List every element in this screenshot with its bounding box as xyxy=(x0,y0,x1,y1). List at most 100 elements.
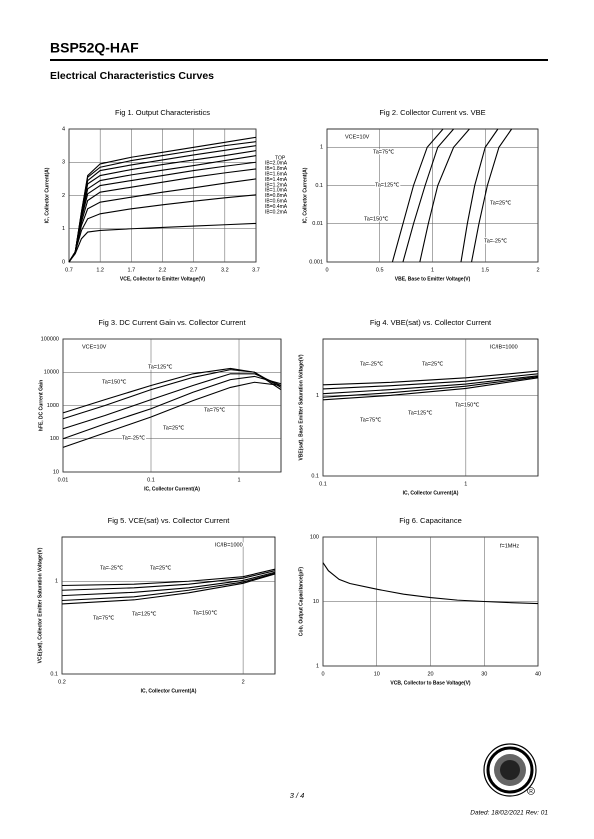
data-line xyxy=(391,128,444,263)
x-tick-label: 0.1 xyxy=(147,477,155,483)
x-tick-label: 2 xyxy=(242,679,245,685)
x-tick-label: 3.7 xyxy=(252,267,260,273)
y-axis-label: IC, Collector Current(A) xyxy=(302,167,308,223)
data-line xyxy=(61,571,276,597)
data-line xyxy=(68,194,257,263)
y-axis-label: VCE(sat), Collector Emitter Saturation V… xyxy=(37,547,43,663)
legend-item: IB=1.4mA xyxy=(265,177,288,183)
x-tick-label: 1.7 xyxy=(128,267,136,273)
section-title: Electrical Characteristics Curves xyxy=(50,70,214,82)
y-tick-label: 1 xyxy=(320,145,323,151)
x-tick-label: 1.2 xyxy=(96,267,104,273)
y-tick-label: 10000 xyxy=(44,370,59,376)
legend-item: IB=1.8mA xyxy=(265,166,288,172)
data-line xyxy=(62,373,282,430)
y-tick-label: 0.1 xyxy=(315,183,323,189)
data-line xyxy=(470,128,513,263)
y-tick-label: 0.1 xyxy=(50,671,58,677)
x-tick-label: 0.5 xyxy=(376,267,384,273)
x-tick-label: 0 xyxy=(325,267,328,273)
curve-label: Ta=150℃ xyxy=(102,379,127,385)
curve-label: Ta=75℃ xyxy=(373,149,395,155)
curve-label: Ta=25℃ xyxy=(490,200,512,206)
curve-label: Ta=25℃ xyxy=(163,425,185,431)
doc-title: BSP52Q-HAF xyxy=(50,40,139,56)
chart-title: Fig 3. DC Current Gain vs. Collector Cur… xyxy=(98,318,246,327)
data-line xyxy=(322,375,539,395)
chart-title: Fig 4. VBE(sat) vs. Collector Current xyxy=(370,318,492,327)
curve-label: Ta=150℃ xyxy=(364,216,389,222)
chart-title: Fig 6. Capacitance xyxy=(399,516,462,525)
y-tick-label: 100000 xyxy=(41,336,59,342)
annotation: IC/IB=1000 xyxy=(215,542,243,548)
x-tick-label: 0.7 xyxy=(65,267,73,273)
page-number: 3 / 4 xyxy=(290,791,305,800)
annotation: IC/IB=1000 xyxy=(490,344,518,350)
x-axis-label: VCB, Collector to Base Voltage(V) xyxy=(390,680,471,686)
curve-label: Ta=-25℃ xyxy=(360,361,384,367)
curve-label: Ta=125℃ xyxy=(148,364,173,370)
legend-item: IB=2.0mA xyxy=(265,161,288,167)
y-axis-label: hFE, DC Current Gain xyxy=(38,380,44,431)
data-line xyxy=(62,381,282,448)
data-line xyxy=(419,128,470,263)
y-tick-label: 1 xyxy=(62,226,65,232)
x-axis-label: VBE, Base to Emitter Voltage(V) xyxy=(395,276,471,282)
y-tick-label: 0.1 xyxy=(311,473,319,479)
y-tick-label: 2 xyxy=(62,193,65,199)
plot-area xyxy=(322,338,539,477)
y-tick-label: 1 xyxy=(316,663,319,669)
curve-label: Ta=125℃ xyxy=(408,410,433,416)
x-tick-label: 1 xyxy=(237,477,240,483)
y-axis-label: Cob, Output Capacitance(pF) xyxy=(298,567,304,637)
data-line xyxy=(61,573,276,605)
charts: Fig 1. Output Characteristics 0.7 1.2 1.7 2.… xyxy=(37,108,541,694)
x-tick-label: 2 xyxy=(536,267,539,273)
legend-title: TOP xyxy=(275,155,286,161)
chart-title: Fig 2. Collector Current vs. VBE xyxy=(379,108,485,117)
x-tick-label: 40 xyxy=(535,671,541,677)
annotation: f=1MHz xyxy=(500,543,519,549)
legend-item: IB=0.8mA xyxy=(265,193,288,199)
x-tick-label: 0.01 xyxy=(58,477,69,483)
x-tick-label: 20 xyxy=(427,671,433,677)
x-tick-label: 0.2 xyxy=(58,679,66,685)
y-tick-label: 10 xyxy=(313,599,319,605)
rule xyxy=(50,59,548,61)
legend-item: IB=1.2mA xyxy=(265,182,288,188)
x-tick-label: 2.7 xyxy=(190,267,198,273)
svg-text:R: R xyxy=(529,789,533,795)
data-line xyxy=(68,222,257,263)
legend-item: IB=1.0mA xyxy=(265,188,288,194)
x-tick-label: 1 xyxy=(464,481,467,487)
annotation: VCE=10V xyxy=(82,344,107,350)
curve-label: Ta=-25℃ xyxy=(122,435,146,441)
data-line xyxy=(322,376,539,398)
legend-item: IB=0.2mA xyxy=(265,209,288,215)
curve-label: Ta=150℃ xyxy=(193,610,218,616)
curve-label: Ta=75℃ xyxy=(93,615,115,621)
x-axis-label: VCE, Collector to Emitter Voltage(V) xyxy=(120,276,206,282)
x-axis-label: IC, Collector Current(A) xyxy=(403,490,459,496)
data-line xyxy=(62,375,282,440)
y-tick-label: 0 xyxy=(62,259,65,265)
y-tick-label: 0.01 xyxy=(312,221,323,227)
data-line xyxy=(68,178,257,263)
y-tick-label: 1000 xyxy=(47,403,59,409)
data-line xyxy=(460,128,499,263)
data-line xyxy=(322,370,539,386)
logo: R xyxy=(483,743,537,797)
curve-label: Ta=125℃ xyxy=(132,611,157,617)
chart-title: Fig 5. VCE(sat) vs. Collector Current xyxy=(108,516,231,525)
legend-item: IB=1.6mA xyxy=(265,172,288,178)
data-line xyxy=(62,369,282,420)
data-line xyxy=(322,373,539,390)
y-tick-label: 1 xyxy=(316,393,319,399)
x-tick-label: 1 xyxy=(431,267,434,273)
plot-area xyxy=(61,536,276,675)
y-tick-label: 100 xyxy=(310,534,319,540)
data-line xyxy=(322,377,539,401)
x-tick-label: 0.1 xyxy=(319,481,327,487)
curve-label: Ta=-25℃ xyxy=(100,565,124,571)
date-rev: Dated: 18/02/2021 Rev: 01 xyxy=(470,810,548,817)
